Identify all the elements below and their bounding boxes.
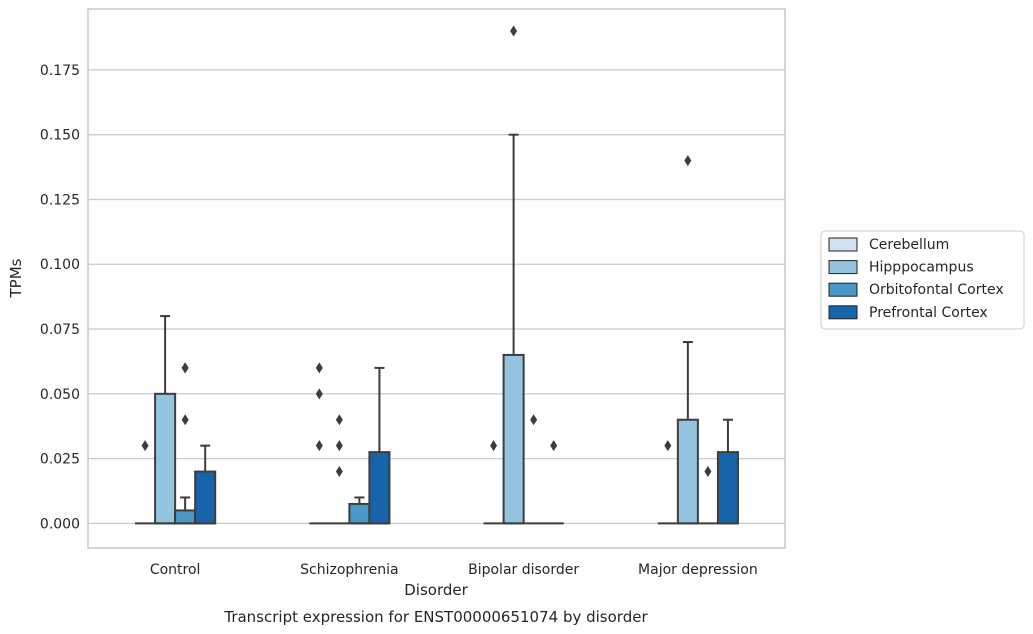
- box: [194, 470, 217, 525]
- box-group: [676, 155, 699, 525]
- box: [502, 353, 525, 525]
- box-group: [348, 496, 371, 525]
- box-plots: [135, 25, 739, 525]
- outlier-point: [141, 440, 149, 452]
- box-group: [502, 25, 525, 525]
- y-axis-ticks: 0.000 0.025 0.050 0.075 0.100 0.125 0.150 0.175: [40, 63, 80, 532]
- box-group: [194, 444, 217, 525]
- y-tick-label: 0.175: [40, 63, 80, 79]
- outlier-point: [664, 440, 672, 452]
- legend-label: Cerebellum: [869, 237, 949, 253]
- outlier-point: [181, 362, 189, 374]
- y-tick-label: 0.075: [40, 322, 80, 338]
- x-axis-label: Disorder: [404, 581, 468, 599]
- box-group: [483, 440, 504, 525]
- y-tick-label: 0.100: [40, 257, 80, 273]
- outlier-point: [181, 414, 189, 426]
- legend-swatch: [828, 305, 858, 320]
- box-group: [154, 315, 177, 525]
- x-axis-ticks: Control Schizophrenia Bipolar disorder Majo…: [150, 562, 758, 578]
- box-group: [368, 366, 391, 525]
- outlier-point: [335, 440, 343, 452]
- legend-frame: [820, 230, 1025, 330]
- outlier-point: [510, 25, 518, 37]
- outlier-point: [335, 414, 343, 426]
- y-tick-label: 0.150: [40, 128, 80, 144]
- outlier-point: [335, 466, 343, 478]
- box-group: [543, 440, 564, 525]
- y-tick-label: 0.050: [40, 387, 80, 403]
- box-group: [716, 418, 739, 525]
- outlier-point: [684, 155, 692, 167]
- y-axis-label: TPMs: [7, 258, 25, 298]
- box-group: [329, 414, 350, 525]
- legend-swatch: [828, 282, 858, 297]
- box: [174, 509, 197, 525]
- outlier-point: [704, 466, 712, 478]
- box-group: [135, 440, 156, 525]
- legend-swatch: [828, 237, 858, 252]
- outlier-point: [490, 440, 498, 452]
- y-tick-label: 0.125: [40, 192, 80, 208]
- box: [348, 502, 371, 525]
- x-tick-label: Bipolar disorder: [468, 562, 579, 578]
- legend-swatch: [828, 260, 858, 275]
- y-tick-label: 0.025: [40, 452, 80, 468]
- outlier-point: [315, 440, 323, 452]
- outlier-point: [315, 362, 323, 374]
- box-group: [174, 362, 197, 525]
- y-tick-label: 0.000: [40, 516, 80, 532]
- box-group: [309, 362, 330, 525]
- box: [716, 451, 739, 525]
- legend-label: Orbitofontal Cortex: [869, 282, 1004, 298]
- plot-frame: [87, 8, 786, 549]
- box-group: [657, 440, 678, 525]
- grid-lines: [88, 69, 785, 525]
- box: [676, 418, 699, 525]
- x-tick-label: Schizophrenia: [300, 562, 398, 578]
- x-tick-label: Control: [150, 562, 201, 578]
- chart-caption: Transcript expression for ENST0000065107…: [223, 608, 648, 626]
- box: [368, 451, 391, 525]
- outlier-point: [530, 414, 538, 426]
- legend: Cerebellum Hipppocampus Orbitofontal Corte…: [820, 230, 1025, 330]
- legend-label: Hipppocampus: [869, 260, 974, 276]
- box-group: [523, 414, 544, 525]
- x-tick-label: Major depression: [638, 562, 758, 578]
- outlier-point: [550, 440, 558, 452]
- outlier-point: [315, 388, 323, 400]
- legend-label: Prefrontal Cortex: [869, 305, 988, 321]
- box-group: [697, 466, 718, 525]
- box: [154, 392, 177, 525]
